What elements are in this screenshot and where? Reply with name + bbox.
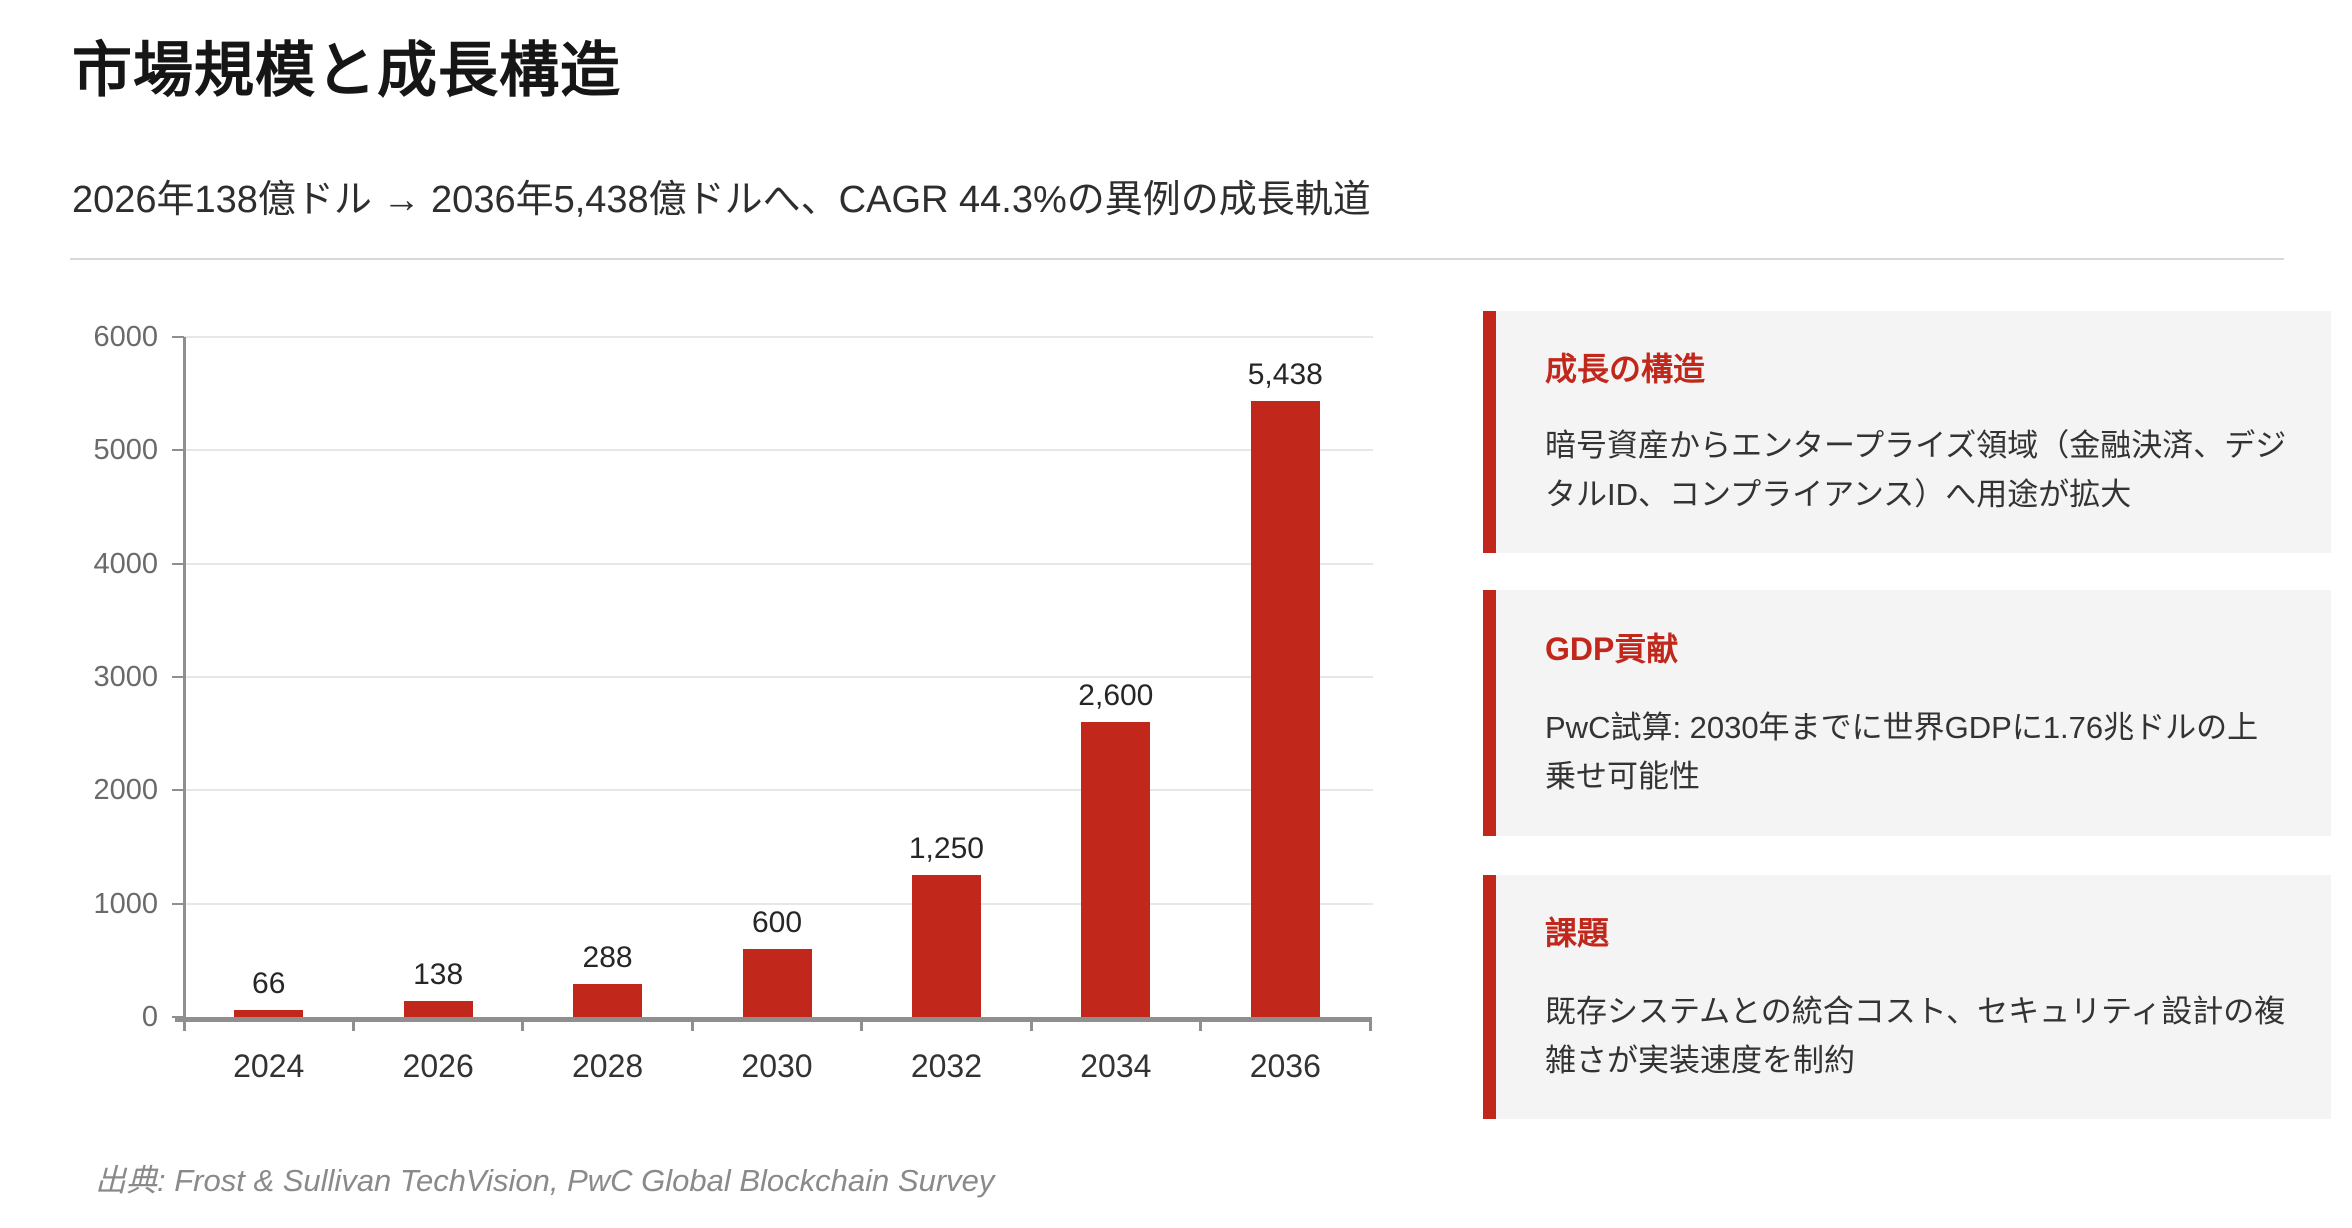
y-tick-label: 1000	[93, 887, 158, 920]
bar-value-label: 2,600	[1078, 679, 1154, 712]
y-tick-label: 3000	[93, 661, 158, 693]
info-box-growth-structure: 成長の構造 暗号資産からエンタープライズ領域（金融決済、デジタルID、コンプライ…	[1483, 311, 2331, 553]
y-tick	[172, 562, 184, 565]
gridline	[184, 676, 1373, 678]
info-box-challenges: 課題 既存システムとの統合コスト、セキュリティ設計の複雑さが実装速度を制約	[1483, 875, 2331, 1119]
page-title: 市場規模と成長構造	[72, 37, 621, 104]
x-tick	[1368, 1022, 1372, 1031]
bar-value-label: 600	[751, 906, 803, 939]
bar-2036	[1250, 401, 1320, 1017]
bar-2026	[403, 1001, 473, 1017]
y-tick	[172, 449, 184, 452]
gridline	[184, 789, 1373, 792]
gridline	[184, 902, 1373, 905]
y-tick-label: 6000	[93, 321, 158, 353]
gridline	[184, 449, 1373, 452]
info-box-gdp-contribution: GDP貢献 PwC試算: 2030年までに世界GDPに1.76兆ドルの上乗せ可能…	[1483, 590, 2331, 836]
x-tick	[351, 1022, 355, 1031]
y-tick-label: 2000	[93, 774, 158, 807]
bar-value-label: 5,438	[1247, 358, 1323, 391]
bar-2028	[573, 984, 643, 1017]
y-tick	[172, 336, 184, 338]
x-tick	[860, 1022, 864, 1031]
info-box-body: 暗号資産からエンタープライズ領域（金融決済、デジタルID、コンプライアンス）へ用…	[1545, 428, 2287, 513]
y-tick-label: 0	[141, 1001, 158, 1033]
x-tick	[1029, 1022, 1033, 1031]
y-tick	[172, 1016, 184, 1018]
bar-2030	[742, 949, 812, 1017]
x-tick-label: 2036	[1249, 1048, 1321, 1084]
info-panel: 成長の構造 暗号資産からエンタープライズ領域（金融決済、デジタルID、コンプライ…	[1483, 311, 2331, 1119]
bar-2024	[234, 1010, 304, 1017]
info-box-title: GDP貢献	[1545, 631, 1679, 668]
source-note: 出典: Frost & Sullivan TechVision, PwC Glo…	[95, 1163, 995, 1198]
divider	[70, 258, 2284, 260]
bar-2032	[911, 875, 981, 1017]
y-tick	[172, 902, 184, 905]
gridline	[184, 562, 1373, 565]
bar-value-label: 1,250	[908, 832, 984, 865]
x-tick-label: 2032	[910, 1048, 983, 1084]
bar-value-label: 288	[582, 941, 633, 974]
bar-value-label: 66	[252, 967, 286, 1000]
y-tick	[172, 676, 184, 678]
x-tick-label: 2034	[1080, 1048, 1152, 1084]
x-tick-label: 2024	[233, 1048, 305, 1084]
x-tick-label: 2030	[741, 1048, 813, 1084]
y-tick-label: 5000	[93, 434, 158, 467]
bar-value-label: 138	[413, 958, 464, 991]
info-box-title: 課題	[1545, 915, 1610, 952]
bar-2034	[1081, 722, 1151, 1017]
x-tick	[1199, 1022, 1203, 1031]
y-axis-line	[183, 337, 186, 1022]
info-box-title: 成長の構造	[1545, 350, 1706, 387]
x-axis-line	[175, 1017, 1372, 1022]
x-tick-label: 2028	[571, 1048, 644, 1084]
x-tick	[521, 1022, 525, 1031]
x-tick	[690, 1022, 694, 1031]
gridline	[184, 336, 1373, 338]
x-tick	[182, 1022, 186, 1031]
y-tick-label: 4000	[93, 547, 158, 580]
info-box-body: 既存システムとの統合コスト、セキュリティ設計の複雑さが実装速度を制約	[1545, 993, 2286, 1078]
page-subtitle: 2026年138億ドル → 2036年5,438億ドルへ、CAGR 44.3%の…	[72, 179, 1371, 221]
x-tick-label: 2026	[402, 1048, 474, 1084]
y-tick	[172, 789, 184, 792]
info-box-body: PwC試算: 2030年までに世界GDPに1.76兆ドルの上乗せ可能性	[1545, 710, 2259, 794]
